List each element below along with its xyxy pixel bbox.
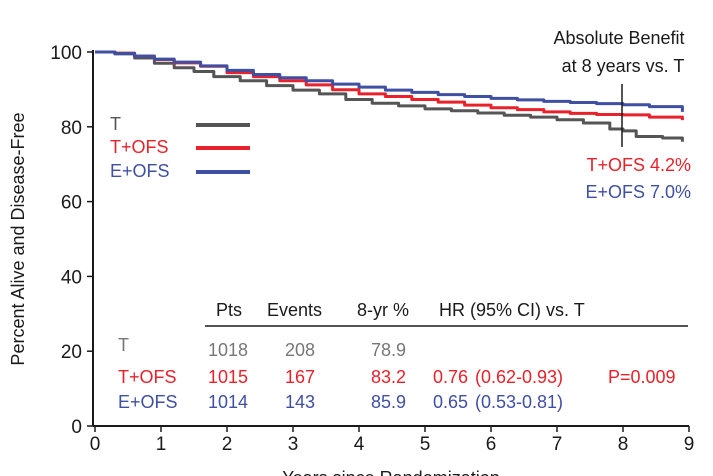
table-row-t-ofs-hr: 0.76 [433, 367, 468, 387]
table-row-e-ofs-pts: 1014 [208, 392, 248, 412]
axis-ticks: 0 1 2 3 4 5 6 7 8 9 0 20 40 60 80 100 [50, 43, 694, 455]
table-row-t-ofs-ci: (0.62-0.93) [475, 367, 563, 387]
table-row-t-ofs-events: 167 [285, 367, 315, 387]
table-row-t-name: T [118, 335, 129, 355]
survival-curves [95, 50, 684, 142]
y-tick-label-100: 100 [50, 43, 82, 64]
table-row-t-events: 208 [285, 340, 315, 360]
table-row-t-ofs-pct: 83.2 [371, 367, 406, 387]
benefit-e-ofs: E+OFS 7.0% [585, 182, 691, 202]
x-tick-label-8: 8 [618, 434, 629, 455]
y-tick-label-40: 40 [61, 267, 82, 288]
benefit-title-line1: Absolute Benefit [553, 28, 684, 48]
table-row-e-ofs-name: E+OFS [118, 392, 178, 412]
x-tick-label-4: 4 [354, 434, 365, 455]
table-header-hr: HR (95% CI) vs. T [439, 300, 585, 320]
x-axis-title: Years since Randomization [282, 468, 499, 476]
table-row-e-ofs-ci: (0.53-0.81) [475, 392, 563, 412]
x-tick-label-5: 5 [420, 434, 431, 455]
y-tick-label-0: 0 [71, 417, 82, 438]
benefit-t-ofs: T+OFS 4.2% [586, 155, 691, 175]
legend-label-e-ofs: E+OFS [110, 161, 170, 181]
table-row-t-ofs-name: T+OFS [118, 367, 177, 387]
survival-curve-e-ofs [95, 50, 684, 112]
benefit-annotation: Absolute Benefit at 8 years vs. T T+OFS … [553, 28, 691, 202]
table-header-events: Events [267, 300, 322, 320]
survival-curve-t [95, 50, 684, 142]
table-row-t-ofs-pts: 1015 [208, 367, 248, 387]
legend-label-t-ofs: T+OFS [110, 137, 169, 157]
benefit-title-line2: at 8 years vs. T [562, 56, 685, 76]
y-tick-label-20: 20 [61, 342, 82, 363]
x-tick-label-0: 0 [90, 434, 101, 455]
stats-table: Pts Events 8-yr % HR (95% CI) vs. T T 10… [118, 300, 688, 412]
table-header-8yr: 8-yr % [357, 300, 409, 320]
y-tick-label-60: 60 [61, 193, 82, 214]
table-header-pts: Pts [216, 300, 242, 320]
legend: T T+OFS E+OFS [110, 114, 250, 181]
table-row-e-ofs-hr: 0.65 [433, 392, 468, 412]
table-row-e-ofs-events: 143 [285, 392, 315, 412]
x-tick-label-6: 6 [486, 434, 497, 455]
y-axis-title: Percent Alive and Disease-Free [8, 112, 28, 365]
x-tick-label-2: 2 [222, 434, 233, 455]
y-tick-label-80: 80 [61, 118, 82, 139]
table-row-t-pct: 78.9 [371, 340, 406, 360]
x-tick-label-7: 7 [552, 434, 563, 455]
table-row-t-pts: 1018 [208, 340, 248, 360]
legend-label-t: T [110, 114, 121, 134]
x-tick-label-9: 9 [684, 434, 695, 455]
table-row-e-ofs-pct: 85.9 [371, 392, 406, 412]
x-tick-label-1: 1 [156, 434, 167, 455]
table-row-t-ofs-p: P=0.009 [608, 367, 676, 387]
x-tick-label-3: 3 [288, 434, 299, 455]
